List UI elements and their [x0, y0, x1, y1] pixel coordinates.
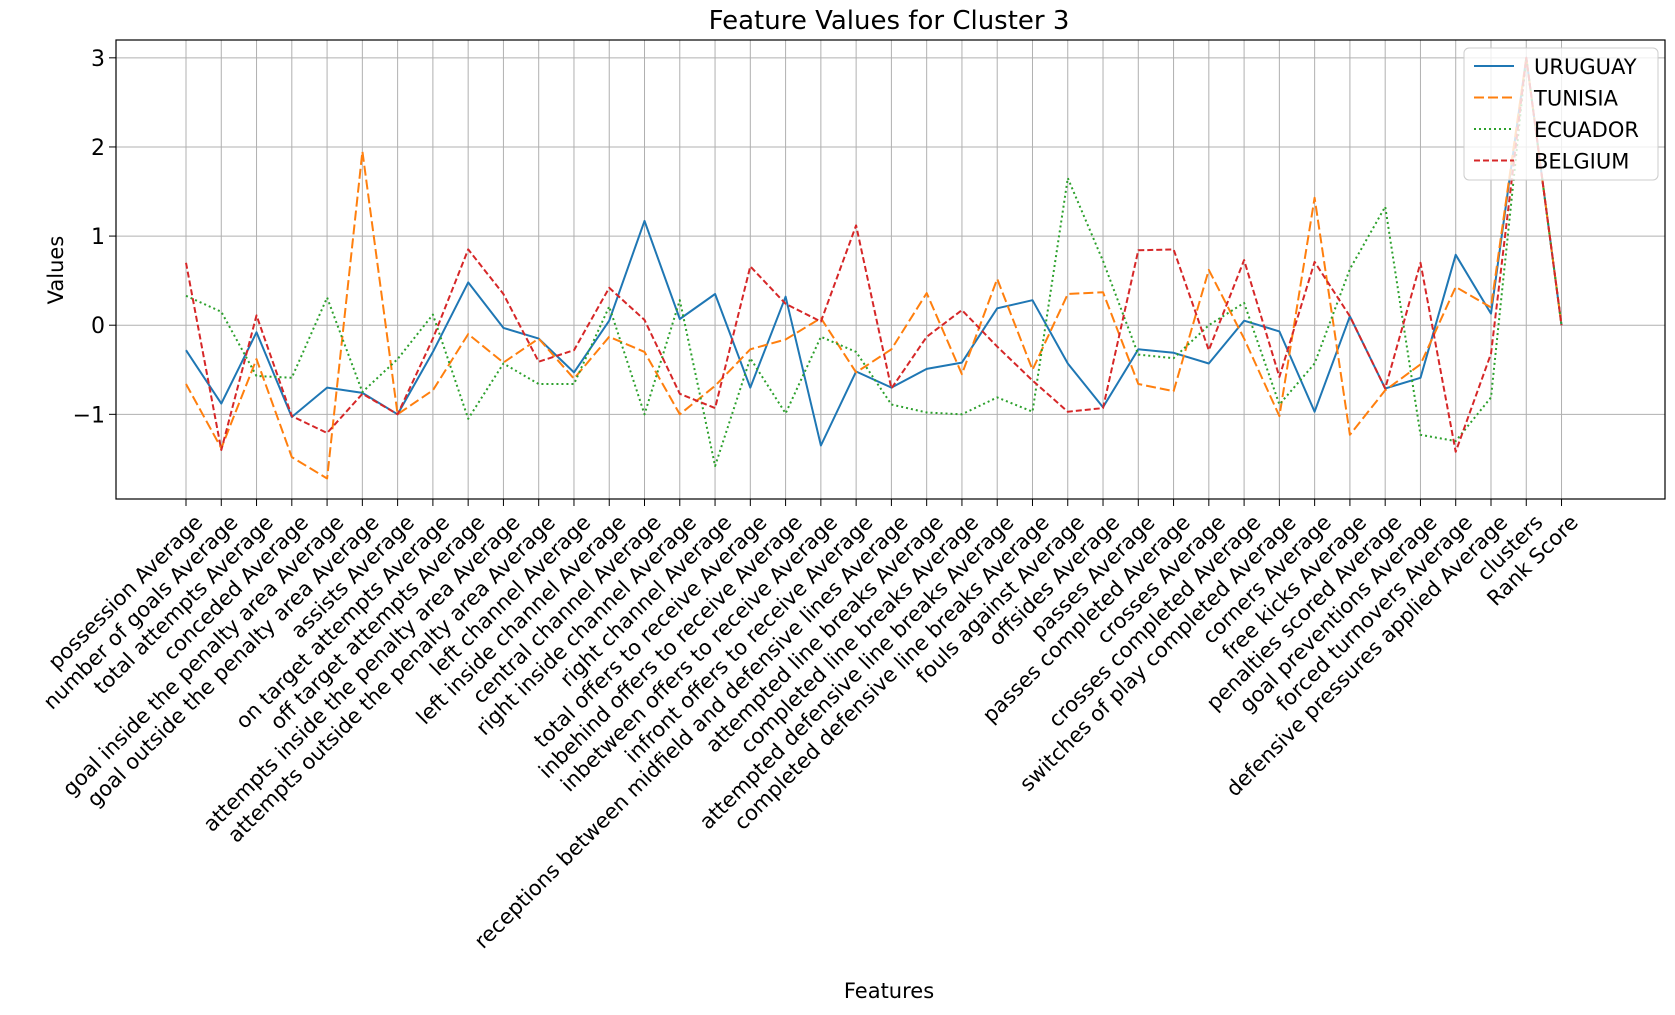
y-axis-label: Values: [44, 236, 68, 305]
grid: [116, 40, 1665, 499]
plot-frame: [115, 39, 1666, 500]
series-line-belgium: [185, 56, 1563, 453]
y-tick-label: 0: [91, 314, 105, 339]
legend-label: TUNISIA: [1533, 87, 1619, 111]
y-tick-label: −1: [73, 403, 105, 428]
series-lines: [185, 56, 1563, 480]
legend: URUGUAY TUNISIA ECUADOR BELGIUM: [1463, 47, 1659, 181]
chart-title: Feature Values for Cluster 3: [709, 6, 1070, 36]
y-tick-label: 2: [91, 136, 105, 161]
series-line-uruguay: [185, 56, 1563, 447]
series-line-tunisia: [185, 56, 1563, 480]
y-tick-label: 1: [91, 225, 105, 250]
legend-label: BELGIUM: [1534, 150, 1629, 174]
legend-box: [1463, 47, 1659, 181]
legend-label: URUGUAY: [1534, 55, 1637, 79]
y-tick-label: 3: [91, 47, 105, 72]
x-axis-label: Features: [844, 979, 934, 1003]
legend-label: ECUADOR: [1534, 118, 1639, 142]
y-axis-ticks: −1 0 1 2 3: [73, 47, 116, 428]
